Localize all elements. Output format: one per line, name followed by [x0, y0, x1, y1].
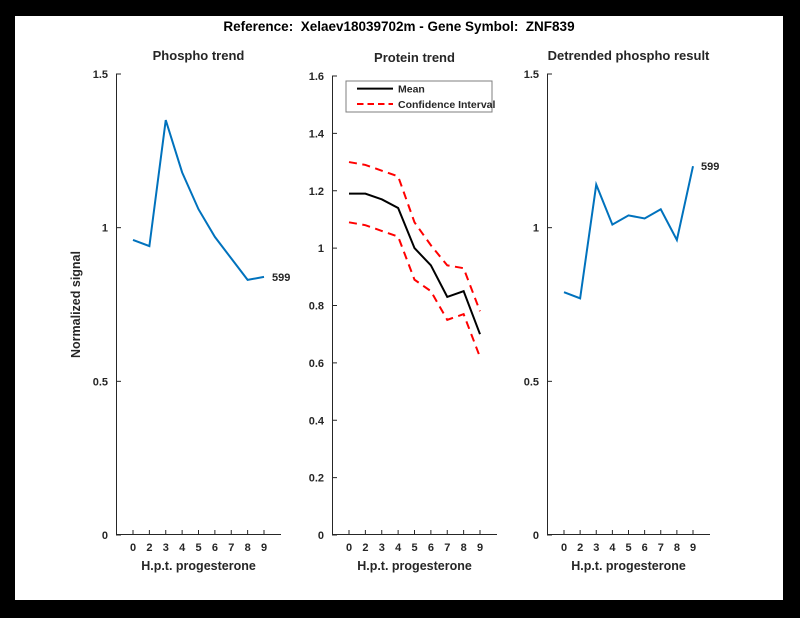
- x-tick-label: 8: [461, 542, 467, 554]
- x-tick-label: 8: [245, 542, 251, 554]
- x-tick-label: 8: [674, 542, 680, 554]
- y-tick-label: 0.4: [309, 415, 325, 427]
- figure-title: Reference: Xelaev18039702m - Gene Symbol…: [223, 19, 575, 34]
- x-tick-label: 6: [642, 542, 648, 554]
- x-tick-label: 5: [625, 542, 631, 554]
- phospho-trend-chart: 0 0.5 1 1.5 0 2 3 4 5 6 7 8 9 Phospho trend H.p.t. pro…: [69, 48, 290, 573]
- legend-label: Mean: [398, 83, 425, 95]
- y-tick-label: 1.4: [309, 128, 325, 140]
- y-tick-label: 0: [102, 530, 108, 542]
- y-tick-label: 1.5: [93, 69, 108, 81]
- y-tick-label: 0.6: [309, 358, 324, 370]
- mean-line: [349, 192, 481, 335]
- y-tick-label: 1: [102, 223, 108, 235]
- y-tick-label: 1: [318, 243, 324, 255]
- y-axis-label: Normalized signal: [69, 251, 83, 358]
- x-tick-label: 9: [477, 542, 483, 554]
- x-axis-label: H.p.t. progesterone: [571, 559, 686, 573]
- phospho-signal-line: [132, 119, 265, 282]
- chart-title: Protein trend: [374, 50, 455, 65]
- legend-box: [345, 80, 493, 113]
- x-tick-label: 7: [658, 542, 664, 554]
- y-tick-label: 1: [533, 223, 539, 235]
- x-tick-label: 6: [212, 542, 218, 554]
- ci-upper-line: [348, 161, 481, 312]
- x-tick-label: 0: [130, 542, 136, 554]
- ci-lower-line: [348, 221, 481, 358]
- x-tick-label: 9: [690, 542, 696, 554]
- x-tick-label: 6: [428, 542, 434, 554]
- chart-title: Phospho trend: [153, 48, 245, 63]
- x-axis-label: H.p.t. progesterone: [357, 559, 472, 573]
- x-tick-label: 0: [561, 542, 567, 554]
- x-tick-label: 3: [379, 542, 385, 554]
- y-tick-label: 1.2: [309, 186, 324, 198]
- detrended-phospho-result-chart: 0 0.5 1 1.5 0 2 3 4 5 6 7 8 9 Detrended phospho resul…: [524, 48, 720, 573]
- detrended-signal-line: [563, 165, 694, 300]
- x-tick-label: 5: [195, 542, 201, 554]
- x-tick-label: 0: [346, 542, 352, 554]
- y-tick-label: 0: [533, 530, 539, 542]
- protein-trend-plot: 00.20.40.60.811.21.41.60 2 3 4 5 6 7 8 9Protein …: [309, 50, 497, 573]
- x-tick-label: 2: [577, 542, 583, 554]
- y-tick-label: 0.8: [309, 301, 324, 313]
- x-tick-label: 2: [146, 542, 152, 554]
- chart-title: Detrended phospho result: [548, 48, 710, 63]
- legend-label: Confidence Interval: [398, 99, 496, 111]
- x-tick-label: 4: [179, 542, 186, 554]
- x-axis-label: H.p.t. progesterone: [141, 559, 256, 573]
- x-tick-label: 9: [261, 542, 267, 554]
- x-tick-label: 4: [395, 542, 402, 554]
- y-tick-label: 0.2: [309, 473, 324, 485]
- y-tick-label: 0.5: [93, 376, 108, 388]
- y-tick-label: 0.5: [524, 376, 539, 388]
- x-tick-label: 7: [228, 542, 234, 554]
- series-end-label: 599: [701, 161, 719, 173]
- y-tick-label: 0: [318, 530, 324, 542]
- x-tick-label: 3: [593, 542, 599, 554]
- x-tick-label: 3: [163, 542, 169, 554]
- x-tick-label: 4: [609, 542, 616, 554]
- x-tick-label: 5: [411, 542, 417, 554]
- figure-canvas: Reference: Xelaev18039702m - Gene Symbol…: [15, 16, 783, 600]
- protein-trend-chart: 0 0.2 0.4 0.6 0.8 1 1.2 1.4 1.6 0 2 3 4 5 6 7 8 9 Protein …: [309, 50, 497, 573]
- x-tick-label: 2: [362, 542, 368, 554]
- series-end-label: 599: [272, 272, 290, 284]
- y-tick-label: 1.6: [309, 71, 324, 83]
- x-tick-label: 7: [444, 542, 450, 554]
- y-tick-label: 1.5: [524, 69, 539, 81]
